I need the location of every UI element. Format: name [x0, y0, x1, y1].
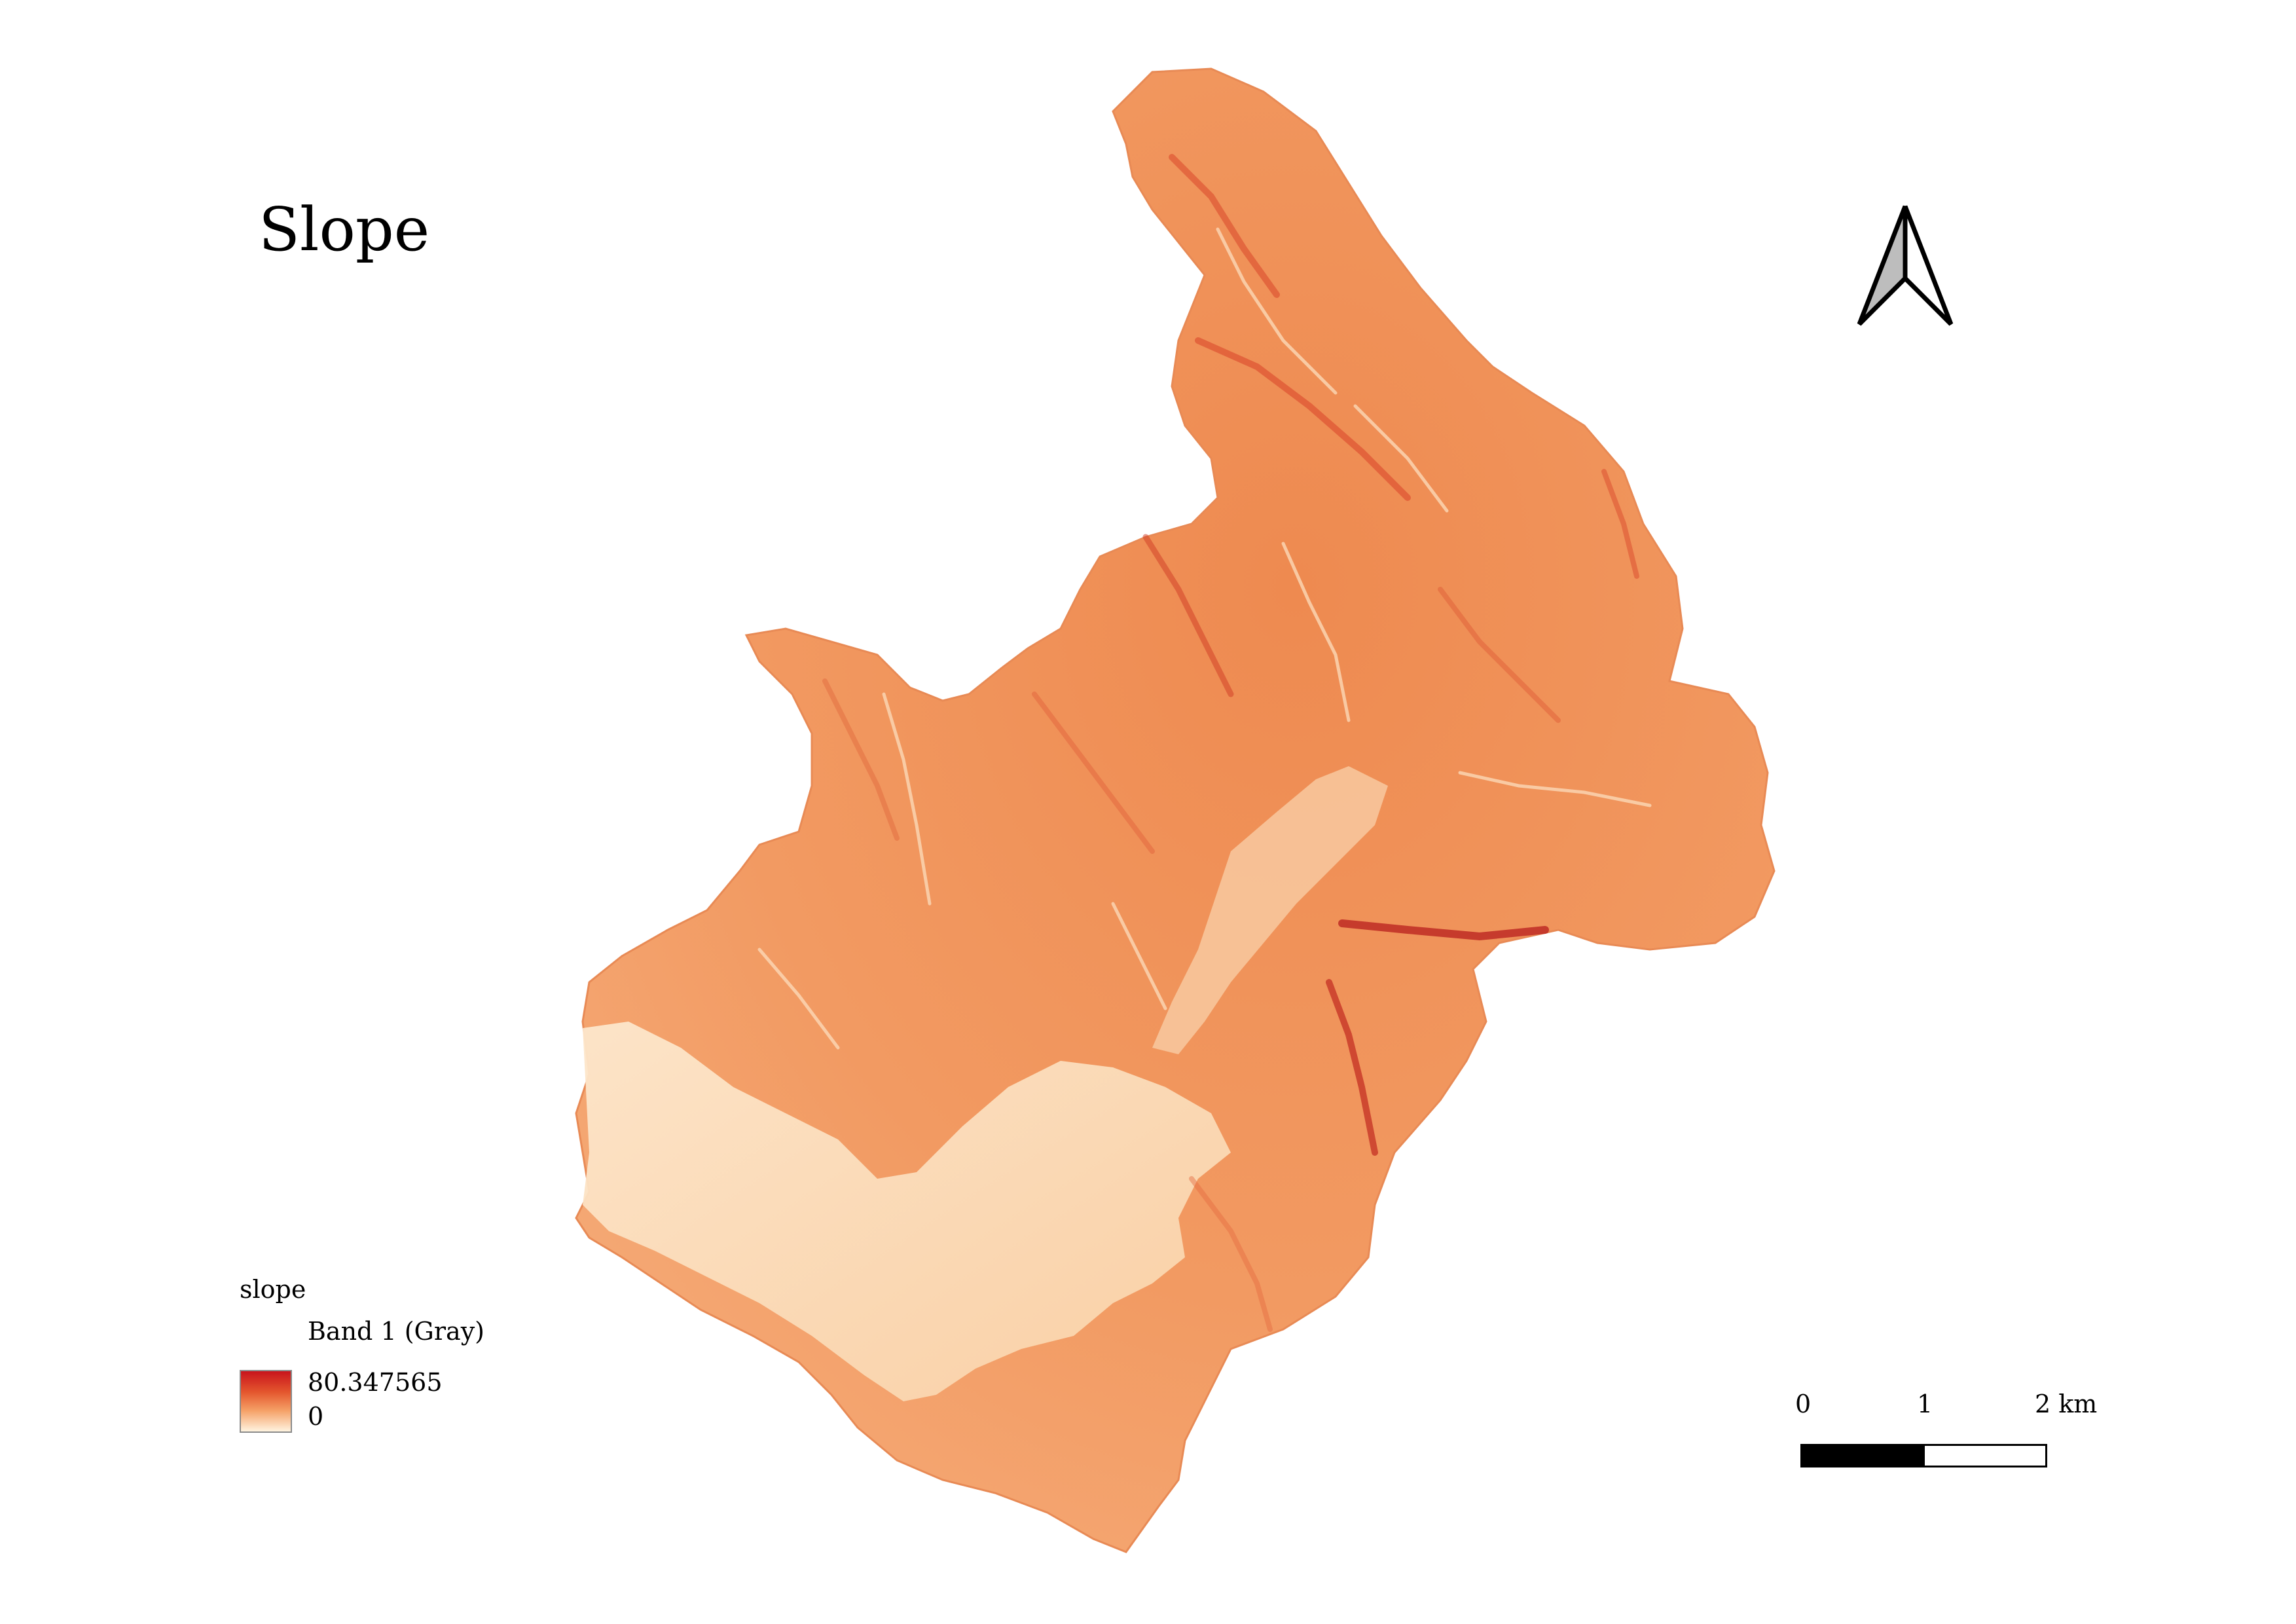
scale-segment-black [1800, 1444, 1925, 1467]
scale-label-2: 2 km [2035, 1390, 2098, 1418]
scale-label-1: 1 [1917, 1390, 1933, 1418]
scale-bar: 0 1 2 km [1787, 1392, 2128, 1477]
scale-label-0: 0 [1795, 1390, 1812, 1418]
legend-min-value: 0 [308, 1402, 324, 1431]
steep-ridges [822, 154, 1639, 1332]
valley-floor [583, 1022, 1231, 1401]
watershed-area [575, 67, 1776, 1553]
map-title: Slope [259, 194, 430, 265]
scale-segment-white [1923, 1444, 2047, 1467]
river-corridor [1152, 766, 1388, 1054]
north-arrow-icon [1857, 205, 1954, 326]
legend-band-label: Band 1 (Gray) [308, 1317, 485, 1346]
legend: slope Band 1 (Gray) 80.347565 0 [236, 1277, 602, 1447]
legend-color-ramp [240, 1370, 292, 1433]
legend-layer-name: slope [240, 1275, 306, 1304]
legend-max-value: 80.347565 [308, 1368, 443, 1397]
gullies [757, 227, 1652, 1050]
